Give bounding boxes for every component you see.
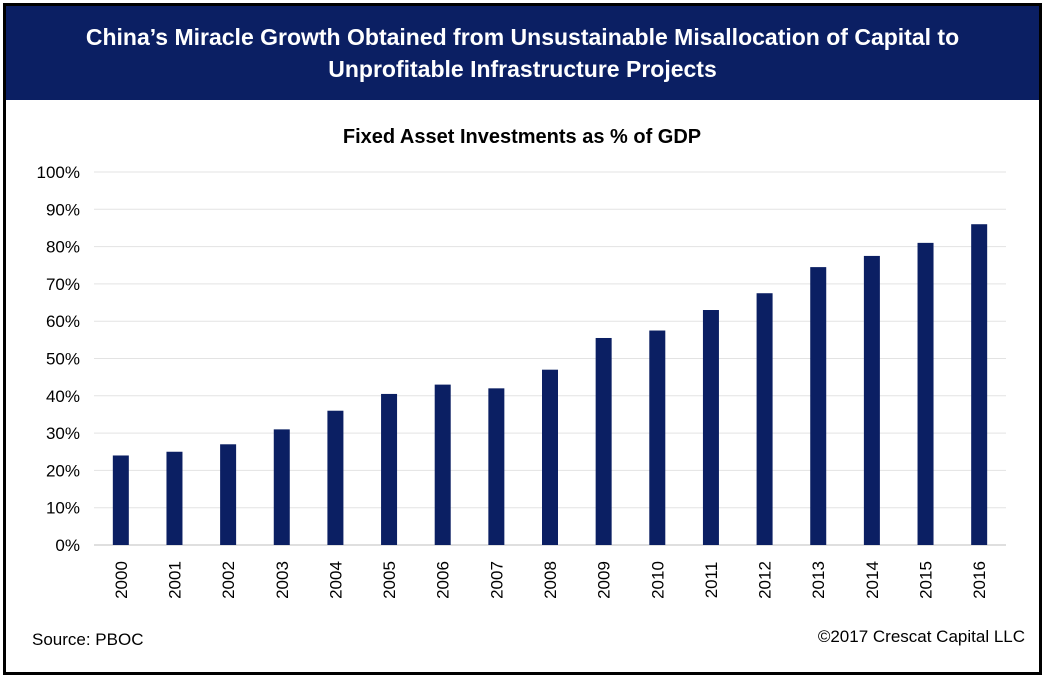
bar-2013 bbox=[810, 267, 827, 545]
x-tick-label: 2007 bbox=[487, 561, 506, 599]
y-tick-label: 50% bbox=[46, 350, 80, 369]
x-tick-label: 2014 bbox=[863, 561, 882, 599]
bars bbox=[112, 224, 988, 546]
bar-2003 bbox=[273, 429, 290, 545]
x-axis-ticks: 2000 2001 2002 2003 2004 2005 2006 2007 2008 2009… bbox=[112, 561, 989, 599]
bar-2012 bbox=[756, 293, 773, 545]
x-tick-label: 2008 bbox=[541, 561, 560, 599]
bar-2007 bbox=[488, 388, 505, 545]
header-title-line-2: Unprofitable Infrastructure Projects bbox=[328, 56, 717, 82]
y-tick-label: 60% bbox=[46, 312, 80, 331]
y-tick-label: 0% bbox=[55, 536, 80, 555]
x-tick-label: 2012 bbox=[756, 561, 775, 599]
bar-2006 bbox=[434, 384, 451, 545]
x-tick-label: 2006 bbox=[434, 561, 453, 599]
y-tick-label: 70% bbox=[46, 275, 80, 294]
chart-title: Fixed Asset Investments as % of GDP bbox=[343, 126, 701, 148]
bar-2001 bbox=[166, 451, 183, 545]
x-tick-label: 2009 bbox=[595, 561, 614, 599]
bar-2002 bbox=[220, 444, 237, 545]
x-tick-label: 2016 bbox=[970, 561, 989, 599]
y-tick-label: 20% bbox=[46, 461, 80, 480]
bar-2009 bbox=[595, 337, 612, 545]
bar-2008 bbox=[542, 369, 558, 545]
y-tick-label: 10% bbox=[46, 499, 80, 518]
chart-frame: China’s Miracle Growth Obtained from Uns… bbox=[3, 3, 1042, 675]
x-tick-label: 2001 bbox=[165, 561, 184, 599]
x-tick-label: 2015 bbox=[917, 561, 936, 599]
y-tick-label: 30% bbox=[46, 424, 80, 443]
header-banner: China’s Miracle Growth Obtained from Uns… bbox=[6, 6, 1039, 100]
y-axis-ticks: 0% 10% 20% 30% 40% 50% 60% 70% 80% 90% 100% bbox=[37, 163, 80, 555]
bar-2000 bbox=[112, 455, 129, 545]
source-note: Source: PBOC bbox=[32, 630, 144, 649]
bar-2015 bbox=[917, 242, 934, 545]
x-tick-label: 2003 bbox=[273, 561, 292, 599]
bar-2010 bbox=[649, 330, 666, 545]
bar-2005 bbox=[381, 393, 398, 545]
x-tick-label: 2013 bbox=[809, 561, 828, 599]
x-tick-label: 2010 bbox=[648, 561, 667, 599]
bar-2011 bbox=[702, 310, 719, 545]
bar-2014 bbox=[863, 255, 880, 546]
x-tick-label: 2004 bbox=[326, 561, 345, 599]
header-title-line-1: China’s Miracle Growth Obtained from Uns… bbox=[85, 24, 960, 50]
copyright-note: ©2017 Crescat Capital LLC bbox=[817, 627, 1025, 646]
x-tick-label: 2002 bbox=[219, 561, 238, 599]
bar-2016 bbox=[971, 224, 988, 545]
y-tick-label: 80% bbox=[46, 238, 80, 257]
bar-2004 bbox=[327, 410, 344, 545]
y-tick-label: 40% bbox=[46, 387, 80, 406]
x-tick-label: 2000 bbox=[112, 561, 131, 599]
y-tick-label: 90% bbox=[46, 200, 80, 219]
x-tick-label: 2011 bbox=[702, 562, 721, 599]
bar-chart: Fixed Asset Investments as % of GDP 0% 10… bbox=[37, 126, 1006, 599]
y-tick-label: 100% bbox=[37, 163, 80, 182]
x-tick-label: 2005 bbox=[380, 561, 399, 599]
